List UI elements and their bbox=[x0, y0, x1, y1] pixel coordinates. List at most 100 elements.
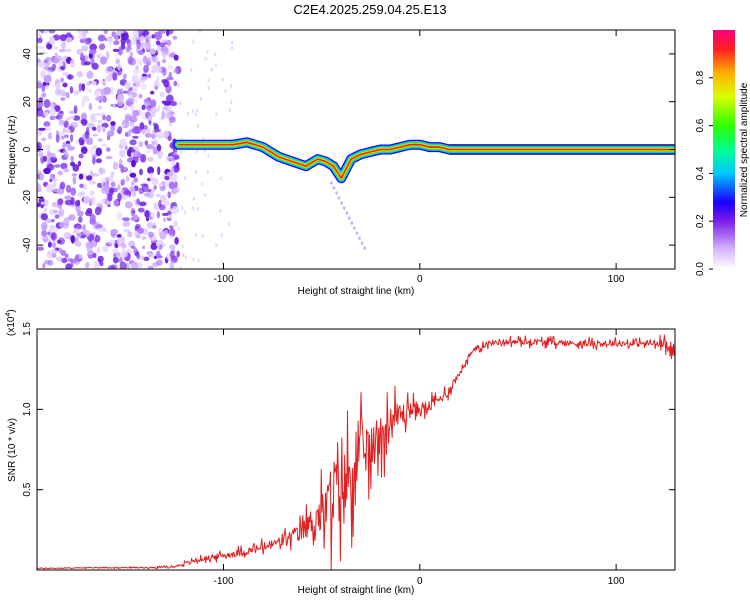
noise-speckle bbox=[50, 102, 54, 112]
noise-speckle bbox=[151, 34, 155, 39]
noise-speckle bbox=[61, 40, 67, 50]
carrier-band bbox=[177, 141, 675, 179]
noise-speckle bbox=[68, 110, 75, 115]
noise-speckle bbox=[43, 121, 51, 128]
noise-speckle bbox=[115, 58, 120, 65]
noise-speckle bbox=[224, 89, 227, 94]
noise-speckle bbox=[88, 102, 93, 111]
noise-speckle bbox=[161, 110, 165, 119]
noise-speckle bbox=[84, 55, 89, 62]
noise-speckle bbox=[137, 227, 144, 234]
noise-speckle bbox=[132, 125, 140, 135]
noise-speckle bbox=[128, 94, 133, 99]
noise-speckle bbox=[44, 144, 51, 151]
noise-speckle bbox=[78, 153, 84, 159]
noise-speckle bbox=[37, 37, 43, 44]
noise-speckle bbox=[64, 48, 72, 53]
noise-speckle bbox=[154, 85, 159, 91]
noise-speckle bbox=[153, 205, 159, 212]
noise-speckle bbox=[83, 184, 88, 191]
noise-speckle bbox=[40, 213, 49, 221]
noise-speckle bbox=[150, 107, 158, 113]
noise-speckle bbox=[195, 170, 198, 175]
noise-speckle bbox=[112, 161, 119, 170]
noise-speckle bbox=[147, 251, 152, 257]
noise-speckle bbox=[50, 219, 55, 223]
noise-speckle bbox=[173, 220, 178, 228]
noise-speckle bbox=[192, 257, 195, 262]
noise-speckle bbox=[97, 124, 102, 133]
noise-speckle bbox=[151, 188, 155, 195]
noise-speckle bbox=[230, 100, 233, 105]
noise-speckle bbox=[98, 43, 106, 50]
noise-speckle bbox=[155, 40, 161, 46]
noise-speckle bbox=[102, 245, 109, 253]
colorbar-tick-label: 0.4 bbox=[695, 166, 706, 180]
noise-speckle bbox=[141, 236, 147, 240]
noise-speckle bbox=[120, 178, 126, 186]
colorbar-tick-label: 0.0 bbox=[695, 262, 706, 276]
noise-speckle bbox=[161, 59, 167, 64]
noise-speckle bbox=[159, 91, 165, 98]
noise-speckle bbox=[101, 143, 108, 147]
noise-speckle bbox=[92, 156, 96, 165]
noise-speckle bbox=[128, 240, 136, 248]
y-tick-label: 0 bbox=[22, 146, 33, 152]
noise-speckle bbox=[151, 177, 159, 185]
x-tick-label: -100 bbox=[213, 576, 233, 587]
noise-speckle bbox=[48, 107, 56, 117]
noise-speckle bbox=[88, 88, 93, 93]
noise-speckle bbox=[91, 173, 100, 177]
colorbar-gradient bbox=[713, 30, 735, 269]
noise-speckle bbox=[154, 138, 158, 147]
noise-speckle bbox=[215, 243, 218, 248]
noise-speckle bbox=[203, 149, 206, 153]
noise-speckle bbox=[177, 83, 180, 88]
y-tick-label: 40 bbox=[22, 48, 33, 60]
noise-speckle bbox=[131, 181, 135, 186]
noise-speckle bbox=[167, 191, 171, 199]
noise-speckle bbox=[37, 108, 44, 117]
noise-speckle bbox=[48, 30, 56, 34]
noise-speckle bbox=[52, 57, 60, 64]
noise-speckle bbox=[206, 170, 210, 175]
noise-speckle bbox=[86, 81, 91, 86]
noise-speckle bbox=[153, 185, 157, 190]
noise-speckle bbox=[143, 124, 148, 130]
noise-speckle bbox=[105, 50, 110, 60]
noise-speckle bbox=[184, 255, 187, 260]
noise-speckle bbox=[120, 32, 129, 41]
noise-speckle bbox=[37, 144, 41, 153]
tail-speckle bbox=[363, 246, 366, 250]
noise-speckle bbox=[142, 245, 146, 250]
noise-speckle bbox=[116, 211, 123, 221]
noise-speckle bbox=[50, 224, 54, 230]
noise-speckle bbox=[68, 115, 75, 120]
noise-speckle bbox=[77, 254, 84, 259]
noise-speckle bbox=[172, 154, 180, 160]
noise-speckle bbox=[156, 46, 161, 51]
noise-speckle bbox=[230, 46, 234, 51]
noise-speckle bbox=[89, 43, 97, 51]
noise-speckle bbox=[81, 95, 90, 102]
noise-speckle bbox=[136, 254, 141, 260]
noise-speckle bbox=[73, 89, 80, 96]
noise-speckle bbox=[124, 145, 128, 151]
noise-speckle bbox=[196, 108, 199, 113]
noise-speckle bbox=[180, 149, 183, 154]
noise-speckle bbox=[57, 170, 63, 176]
noise-speckle bbox=[155, 250, 161, 259]
noise-speckle bbox=[117, 192, 122, 202]
noise-speckle bbox=[43, 59, 48, 63]
noise-speckle bbox=[70, 155, 74, 163]
noise-speckle bbox=[110, 121, 116, 126]
noise-speckle bbox=[82, 224, 86, 232]
noise-speckle bbox=[173, 80, 178, 87]
noise-speckle bbox=[171, 162, 177, 166]
noise-speckle bbox=[72, 176, 77, 185]
y-tick-label: 1.5 bbox=[22, 322, 33, 336]
noise-speckle bbox=[201, 182, 204, 187]
noise-speckle bbox=[138, 93, 143, 99]
noise-speckle bbox=[105, 74, 113, 82]
noise-speckle bbox=[201, 233, 204, 238]
